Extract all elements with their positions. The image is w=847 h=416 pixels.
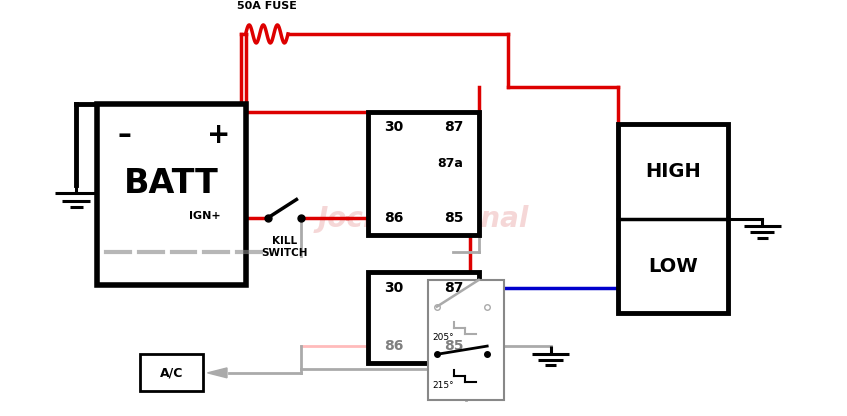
Text: 86: 86 [384,339,403,353]
Text: 50A FUSE: 50A FUSE [237,1,296,11]
Bar [428,280,504,399]
Text: 85: 85 [444,339,463,353]
Text: A/C: A/C [160,366,183,379]
Text: 30: 30 [384,120,403,134]
Text: 205°: 205° [432,333,454,342]
Bar [140,354,203,391]
Text: 87: 87 [444,120,463,134]
Text: 215°: 215° [432,381,454,390]
Text: HIGH: HIGH [645,162,701,181]
Text: KILL
SWITCH: KILL SWITCH [261,236,307,258]
Bar [368,112,479,235]
Text: 87: 87 [444,282,463,295]
Bar [368,272,479,363]
Text: BATT: BATT [125,167,219,200]
Text: 85: 85 [444,211,463,225]
Text: 87a: 87a [437,157,463,170]
Text: JockeyJournal: JockeyJournal [318,205,529,233]
Text: LOW: LOW [649,257,698,275]
Text: 86: 86 [384,211,403,225]
Text: +: + [208,121,230,149]
Polygon shape [208,368,227,378]
Text: IGN+: IGN+ [189,211,220,221]
Text: –: – [117,121,131,149]
Bar [618,124,728,313]
Text: 30: 30 [384,282,403,295]
Bar [97,104,246,285]
